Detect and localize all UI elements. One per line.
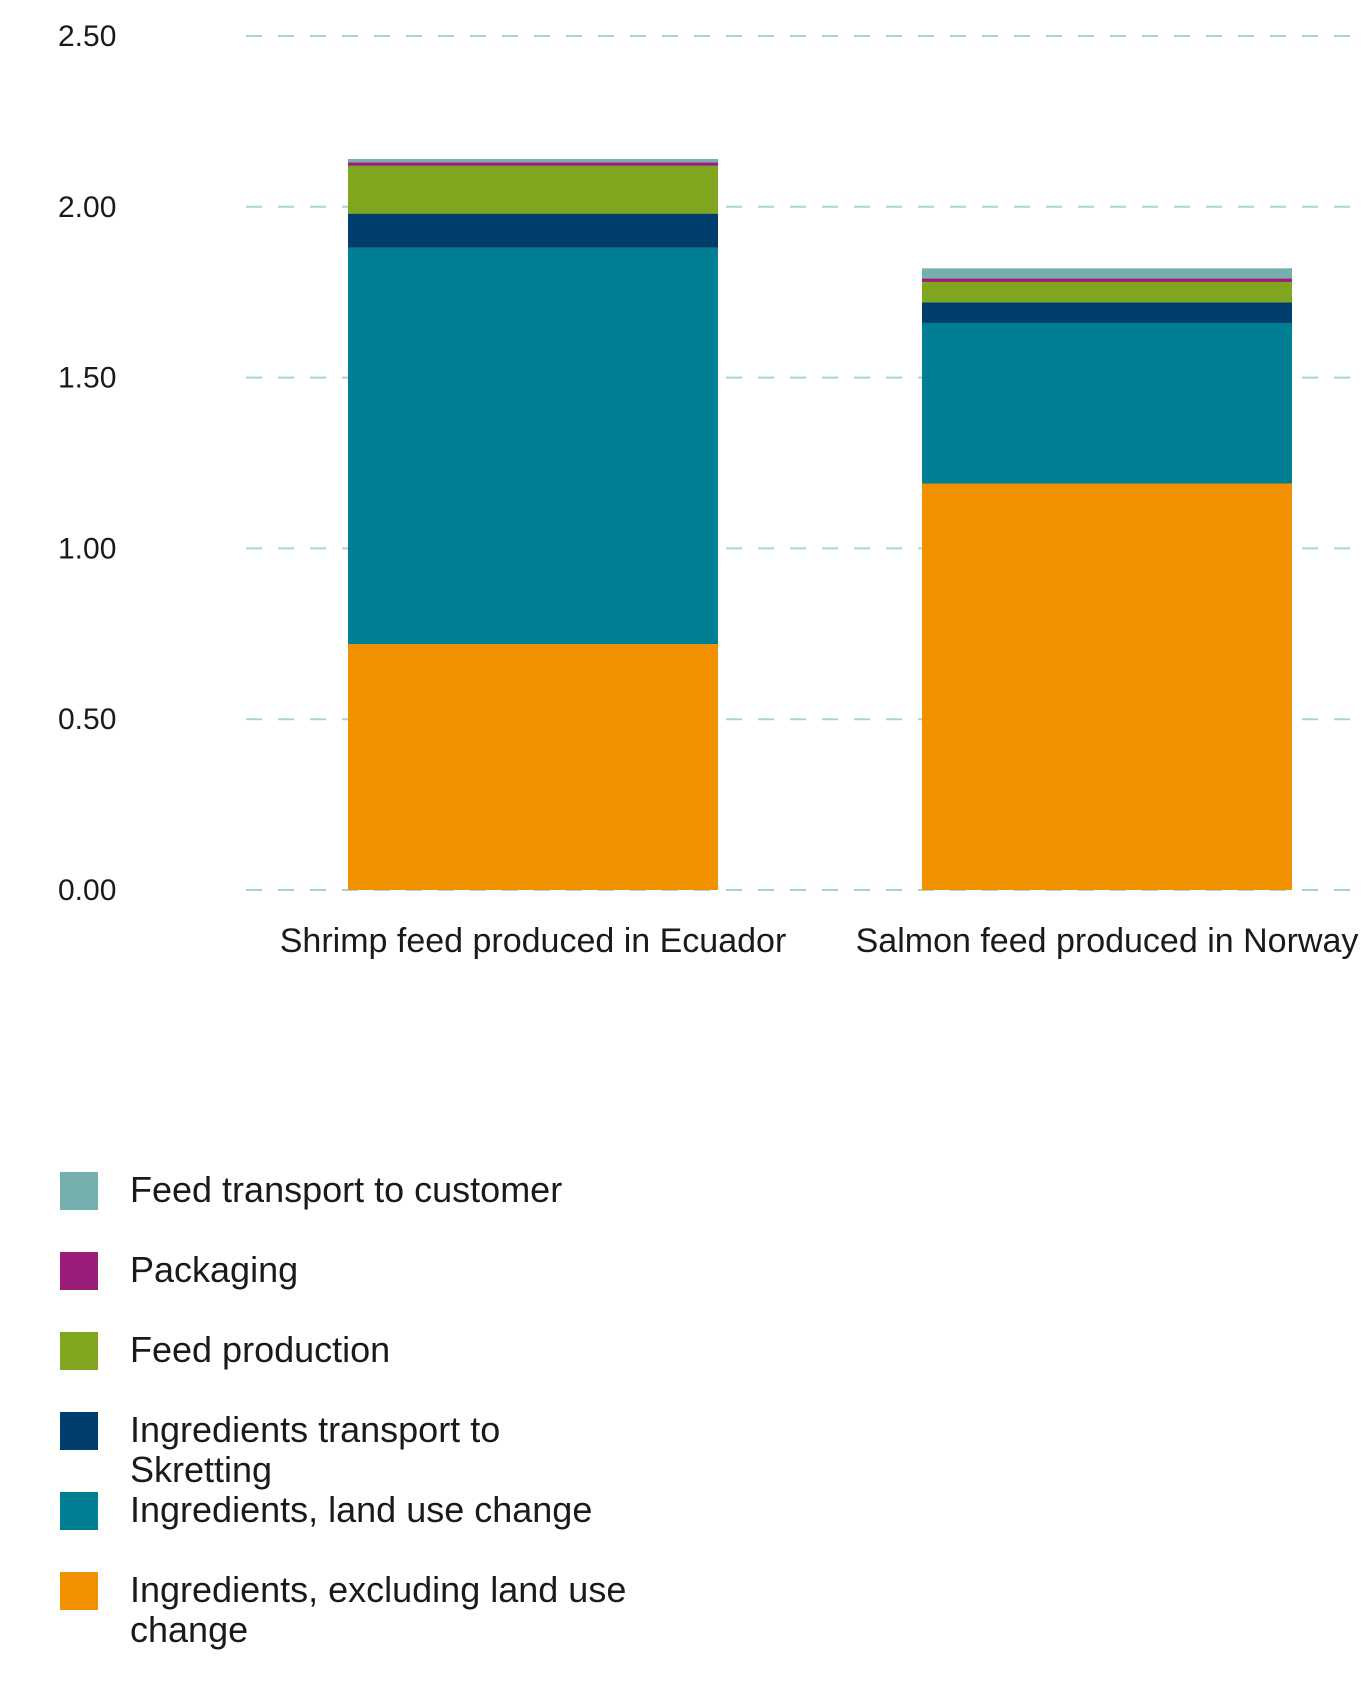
legend-swatch-land-use-change (60, 1492, 98, 1530)
bar-segment (348, 165, 718, 214)
bar-segment (348, 247, 718, 645)
y-tick-label: 2.00 (58, 191, 116, 224)
legend-label: Ingredients, excluding land use change (130, 1569, 627, 1650)
legend-label: Ingredients, land use change (130, 1489, 593, 1530)
bar-segment (348, 158, 718, 163)
bar-stack (922, 268, 1292, 890)
bar-segment (922, 268, 1292, 279)
legend-swatch-ingredients-excluding (60, 1572, 98, 1610)
y-tick-label: 1.00 (58, 532, 116, 565)
category-label: Salmon feed produced in Norway (856, 922, 1359, 960)
legend-swatch-feed-transport (60, 1172, 98, 1210)
y-tick-label: 0.50 (58, 703, 116, 736)
legend-item: Ingredients, land use change (60, 1490, 760, 1570)
y-tick-label: 1.50 (58, 362, 116, 395)
legend-item: Ingredients transport to Skretting (60, 1410, 760, 1490)
legend-item: Feed transport to customer (60, 1170, 760, 1250)
legend-label: Packaging (130, 1249, 299, 1290)
legend-label: Ingredients transport to Skretting (130, 1409, 501, 1490)
legend: Feed transport to customer Packaging Fee… (60, 1170, 760, 1680)
x-axis-category-labels: Shrimp feed produced in Ecuador Salmon fe… (280, 922, 1359, 960)
category-label: Shrimp feed produced in Ecuador (280, 922, 787, 960)
bar-segment (348, 644, 718, 890)
legend-label: Feed production (130, 1329, 391, 1370)
bar-segment (922, 483, 1292, 890)
bar-segment (348, 213, 718, 248)
bar-segment (922, 281, 1292, 303)
y-tick-label: 2.50 (58, 20, 116, 53)
bar-segment (922, 302, 1292, 323)
bars (348, 158, 1292, 890)
y-axis-tick-labels: 0.00 0.50 1.00 1.50 2.00 2.50 (58, 20, 116, 907)
legend-item: Feed production (60, 1330, 760, 1410)
legend-label: Feed transport to customer (130, 1169, 563, 1210)
legend-swatch-ingredients-transport (60, 1412, 98, 1450)
legend-item: Packaging (60, 1250, 760, 1330)
bar-stack (348, 158, 718, 890)
y-tick-label: 0.00 (58, 874, 116, 907)
bar-segment (922, 278, 1292, 282)
legend-item: Ingredients, excluding land use change (60, 1570, 760, 1680)
bar-segment (348, 162, 718, 166)
bar-segment (922, 322, 1292, 484)
stacked-bar-chart: 0.00 0.50 1.00 1.50 2.00 2.50 Shrimp feed pro… (58, 20, 1364, 960)
legend-swatch-packaging (60, 1252, 98, 1290)
legend-swatch-feed-production (60, 1332, 98, 1370)
